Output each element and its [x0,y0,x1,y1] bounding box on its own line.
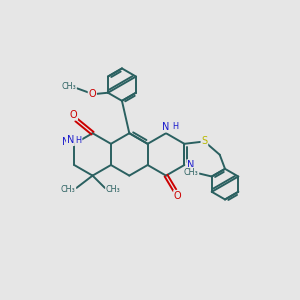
Text: CH₃: CH₃ [61,185,76,194]
Text: CH₃: CH₃ [184,168,199,177]
Text: N: N [62,137,70,147]
Text: N: N [187,160,194,170]
Text: N: N [67,135,74,145]
Text: CH₃: CH₃ [106,185,121,194]
Text: H: H [76,136,82,145]
Text: CH₃: CH₃ [61,82,76,91]
Text: H: H [172,122,178,131]
Text: O: O [88,89,96,99]
Text: S: S [201,136,208,146]
Text: O: O [174,190,182,201]
Text: O: O [70,110,77,120]
Text: N: N [162,122,170,132]
